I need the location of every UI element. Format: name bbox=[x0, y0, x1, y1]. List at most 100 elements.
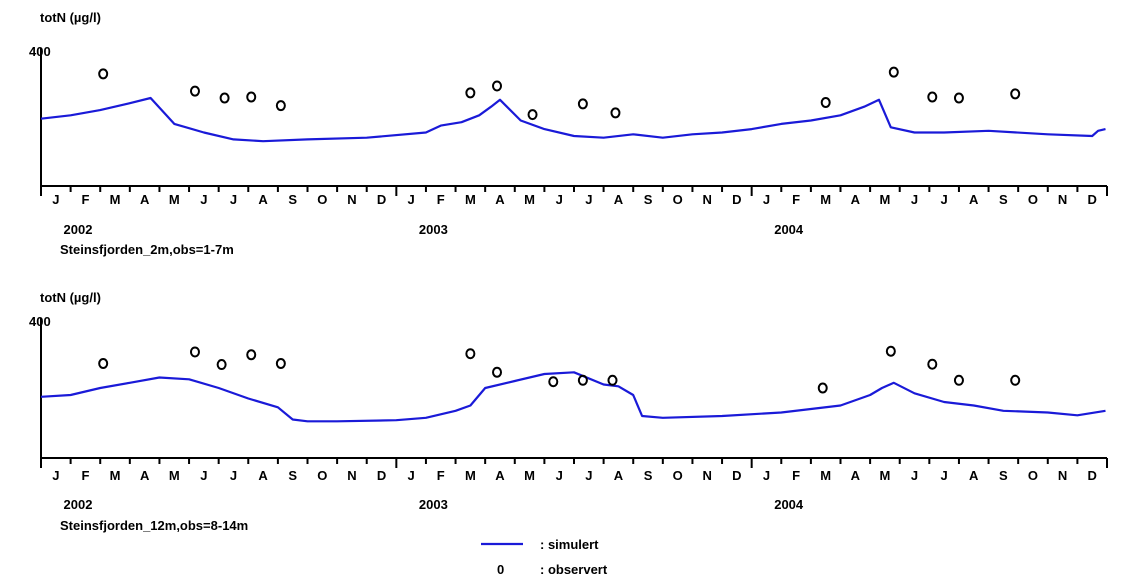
year-label: 2004 bbox=[774, 222, 804, 237]
observed-point bbox=[465, 87, 476, 99]
year-label: 2003 bbox=[419, 497, 448, 512]
observed-point bbox=[888, 66, 899, 78]
month-tick-label: A bbox=[140, 192, 150, 207]
observed-point bbox=[246, 91, 257, 103]
observed-point bbox=[1010, 88, 1021, 100]
year-label: 2004 bbox=[774, 497, 804, 512]
month-tick-label: J bbox=[911, 192, 918, 207]
month-tick-label: J bbox=[200, 468, 207, 483]
month-tick-label: J bbox=[941, 468, 948, 483]
observed-point bbox=[492, 80, 503, 92]
month-tick-label: N bbox=[347, 468, 356, 483]
observed-point bbox=[607, 374, 618, 386]
month-tick-label: J bbox=[230, 468, 237, 483]
month-tick-label: J bbox=[941, 192, 948, 207]
observed-point bbox=[577, 98, 588, 110]
month-tick-label: M bbox=[879, 468, 890, 483]
month-tick-label: J bbox=[763, 468, 770, 483]
month-tick-label: A bbox=[495, 192, 505, 207]
panel-caption: Steinsfjorden_12m,obs=8-14m bbox=[60, 518, 248, 533]
observed-point bbox=[953, 374, 964, 386]
y-axis-label: totN (µg/l) bbox=[40, 10, 101, 25]
month-tick-label: F bbox=[437, 192, 445, 207]
month-tick-label: M bbox=[169, 192, 180, 207]
month-tick-label: J bbox=[763, 192, 770, 207]
legend: : simulert 0 : observert bbox=[481, 537, 608, 577]
month-tick-label: F bbox=[81, 468, 89, 483]
month-tick-label: J bbox=[556, 468, 563, 483]
observed-point bbox=[548, 376, 559, 388]
observed-point bbox=[927, 91, 938, 103]
legend-observed-label: : observert bbox=[540, 562, 608, 577]
month-tick-label: D bbox=[732, 468, 741, 483]
month-tick-label: O bbox=[1028, 468, 1038, 483]
observed-point bbox=[610, 107, 621, 119]
month-tick-label: M bbox=[110, 192, 121, 207]
month-tick-label: D bbox=[377, 192, 386, 207]
month-tick-label: M bbox=[169, 468, 180, 483]
month-tick-label: J bbox=[585, 192, 592, 207]
month-tick-label: F bbox=[792, 468, 800, 483]
month-tick-label: O bbox=[1028, 192, 1038, 207]
month-tick-label: M bbox=[879, 192, 890, 207]
month-tick-label: D bbox=[732, 192, 741, 207]
observed-point bbox=[98, 358, 109, 369]
month-tick-label: D bbox=[1087, 468, 1096, 483]
year-label: 2003 bbox=[419, 222, 448, 237]
month-tick-label: N bbox=[1058, 192, 1067, 207]
month-tick-label: A bbox=[258, 468, 268, 483]
month-tick-label: F bbox=[81, 192, 89, 207]
legend-observed-symbol: 0 bbox=[497, 562, 504, 577]
month-tick-label: M bbox=[524, 468, 535, 483]
chart-panel-1: totN (µg/l) 400 J F M A M J J A S O N D J F M A M J J A S O N D J F… bbox=[29, 10, 1108, 257]
month-tick-label: A bbox=[258, 192, 268, 207]
month-tick-label: N bbox=[347, 192, 356, 207]
simulated-series-line bbox=[40, 371, 1106, 423]
observed-point bbox=[189, 346, 200, 358]
panel-caption: Steinsfjorden_2m,obs=1-7m bbox=[60, 242, 234, 257]
y-tick-label: 400 bbox=[29, 314, 51, 329]
observed-point bbox=[577, 374, 588, 386]
observed-point bbox=[465, 348, 476, 360]
month-tick-label: M bbox=[465, 468, 476, 483]
observed-point bbox=[275, 100, 286, 112]
observed-point bbox=[275, 358, 286, 369]
month-tick-label: A bbox=[614, 192, 624, 207]
month-tick-label: J bbox=[408, 192, 415, 207]
month-tick-label: S bbox=[288, 192, 297, 207]
month-tick-label: A bbox=[969, 468, 979, 483]
observed-point bbox=[98, 68, 109, 80]
observed-point bbox=[527, 109, 538, 121]
month-tick-label: O bbox=[673, 192, 683, 207]
observed-point bbox=[219, 92, 230, 104]
month-tick-label: A bbox=[614, 468, 624, 483]
observed-point bbox=[927, 358, 938, 370]
year-label: 2002 bbox=[64, 497, 93, 512]
legend-simulated-label: : simulert bbox=[540, 537, 599, 552]
observed-point bbox=[953, 92, 964, 104]
month-tick-label: O bbox=[673, 468, 683, 483]
month-tick-label: S bbox=[999, 468, 1008, 483]
month-tick-label: S bbox=[288, 468, 297, 483]
month-tick-label: A bbox=[851, 192, 861, 207]
month-tick-label: J bbox=[52, 468, 59, 483]
month-tick-label: S bbox=[999, 192, 1008, 207]
observed-point bbox=[189, 85, 200, 97]
month-tick-label: J bbox=[52, 192, 59, 207]
month-tick-label: J bbox=[230, 192, 237, 207]
month-tick-label: S bbox=[644, 192, 653, 207]
month-tick-label: F bbox=[437, 468, 445, 483]
month-tick-label: S bbox=[644, 468, 653, 483]
month-tick-label: D bbox=[377, 468, 386, 483]
month-tick-label: N bbox=[703, 468, 712, 483]
simulated-series-line bbox=[40, 96, 1106, 143]
month-tick-label: N bbox=[1058, 468, 1067, 483]
observed-point bbox=[492, 366, 503, 378]
month-tick-label: M bbox=[524, 192, 535, 207]
observed-point bbox=[885, 345, 896, 357]
observed-point bbox=[820, 97, 831, 109]
month-tick-label: A bbox=[851, 468, 861, 483]
y-tick-label: 400 bbox=[29, 44, 51, 59]
y-axis-label: totN (µg/l) bbox=[40, 290, 101, 305]
